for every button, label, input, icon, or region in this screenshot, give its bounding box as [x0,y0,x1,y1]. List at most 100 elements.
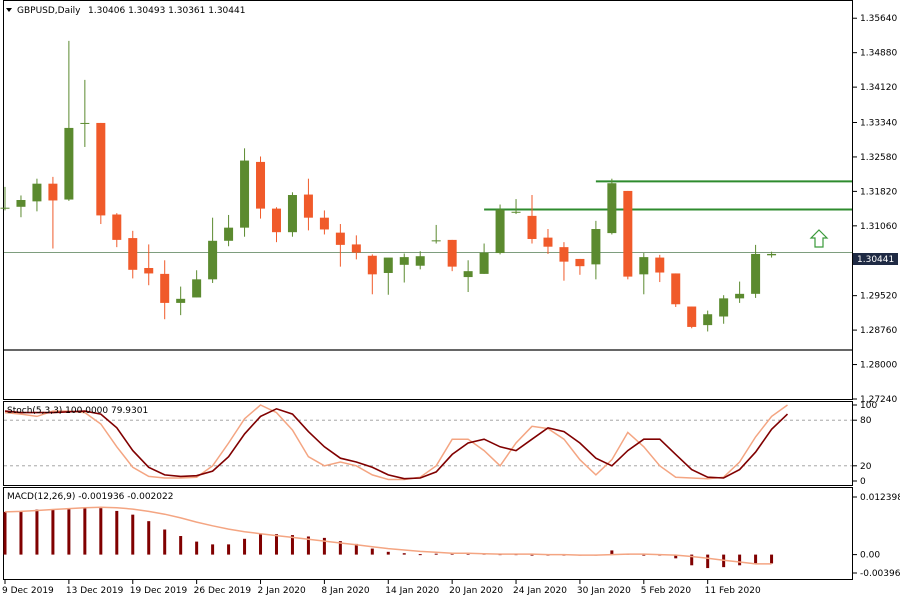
candle [64,40,74,201]
macd-histogram-bar [354,543,358,555]
candle-body [208,240,218,280]
candle [511,199,521,215]
current-price-tag [853,253,898,265]
chart-ohlc: 1.30406 1.30493 1.30361 1.30441 [88,6,245,16]
price-tick-label: 1.32580 [860,153,897,163]
time-tick-label: 5 Feb 2020 [641,586,692,596]
price-tick-label: 1.28760 [860,326,897,336]
price-tick-label: 1.34120 [860,83,897,93]
candle [160,260,170,320]
time-tick-label: 30 Jan 2020 [577,586,631,596]
candle [479,243,489,274]
dropdown-triangle-icon[interactable] [6,8,12,12]
time-tick-label: 2 Jan 2020 [258,586,306,596]
candle [431,224,441,244]
stoch-label: Stoch(5,3,3) 100.0000 79.9301 [7,406,148,416]
candle-body [64,127,74,200]
macd-histogram-bar [770,554,774,564]
stoch-tick-label: 80 [860,416,872,426]
candle [447,239,457,272]
candle [112,213,122,248]
time-tick-label: 14 Jan 2020 [385,586,439,596]
candle [96,122,106,225]
candle [383,257,393,295]
macd-histogram-bar [306,536,310,555]
macd-histogram-bar [418,554,422,556]
macd-histogram-bar [35,509,39,555]
price-tick-label: 1.28000 [860,361,897,371]
horizontal-levels [4,180,852,351]
candle-body [463,271,473,278]
macd-histogram-bar [290,535,294,555]
time-tick-label: 8 Jan 2020 [321,586,369,596]
candle-body [48,183,58,201]
macd-indicator: 0.012398 0.00 -0.003962 [3,493,900,579]
macd-histogram-bar [211,544,215,555]
stoch-signal-line [4,407,789,480]
candle [128,230,138,279]
candle-body [319,217,329,230]
candle [16,195,26,218]
candle [319,210,329,235]
candle-body [144,267,154,274]
candle-body [32,183,42,202]
candle [303,178,313,231]
macd-histogram-bar [738,554,742,566]
candle [607,178,617,235]
time-tick-label: 20 Jan 2020 [449,586,503,596]
macd-histogram-bar [338,541,342,555]
candle-body [687,306,697,327]
candle-body [655,257,665,273]
candle-body [735,293,745,299]
candle-body [559,247,569,262]
macd-histogram-bar [115,510,119,555]
candle-body [112,214,122,240]
macd-histogram-bar [754,554,758,564]
macd-histogram-bar [83,508,87,555]
candle-body [591,229,601,265]
time-tick-label: 9 Dec 2019 [2,586,54,596]
macd-histogram-bar [274,534,278,555]
macd-histogram-bar [530,554,534,556]
macd-histogram-bar [402,553,406,555]
time-tick-label: 24 Jan 2020 [513,586,567,596]
candle [256,156,266,219]
stoch-panel-frame [3,401,853,486]
candle [192,270,202,298]
candle-body [623,190,633,277]
stoch-tick-label: 100 [860,401,877,411]
price-tick-label: 1.31060 [860,222,897,232]
current-price-label: 1.30441 [857,255,894,265]
price-tick-label: 1.29520 [860,292,897,302]
candle [144,244,154,286]
candle-body [0,207,10,209]
candle-body [160,273,170,303]
candle [335,224,345,267]
time-tick-label: 19 Dec 2019 [130,586,188,596]
candle [0,186,10,211]
candle-body [543,237,553,247]
macd-histogram-bar [147,521,151,555]
candle [655,254,665,283]
candle-body [303,194,313,218]
stoch-main-line [4,404,788,481]
time-tick-label: 26 Dec 2019 [194,586,252,596]
candle-body [335,232,345,245]
macd-histogram-bar [67,509,71,555]
candle-body [703,314,713,326]
candle [208,217,218,283]
macd-histogram-bar [706,554,710,569]
candle-body [767,253,777,256]
macd-histogram-bar [674,554,678,559]
macd-histogram-bar [386,551,390,555]
time-axis: 9 Dec 2019 13 Dec 2019 19 Dec 2019 26 Dec 2… [2,580,761,596]
macd-tick-label: 0.012398 [860,493,900,503]
candle-body [367,255,377,275]
candle [719,295,729,324]
candle-body [415,256,425,266]
chart-symbol: GBPUSD,Daily [17,6,81,16]
candle [703,310,713,332]
candle [32,178,42,212]
candle [415,251,425,270]
